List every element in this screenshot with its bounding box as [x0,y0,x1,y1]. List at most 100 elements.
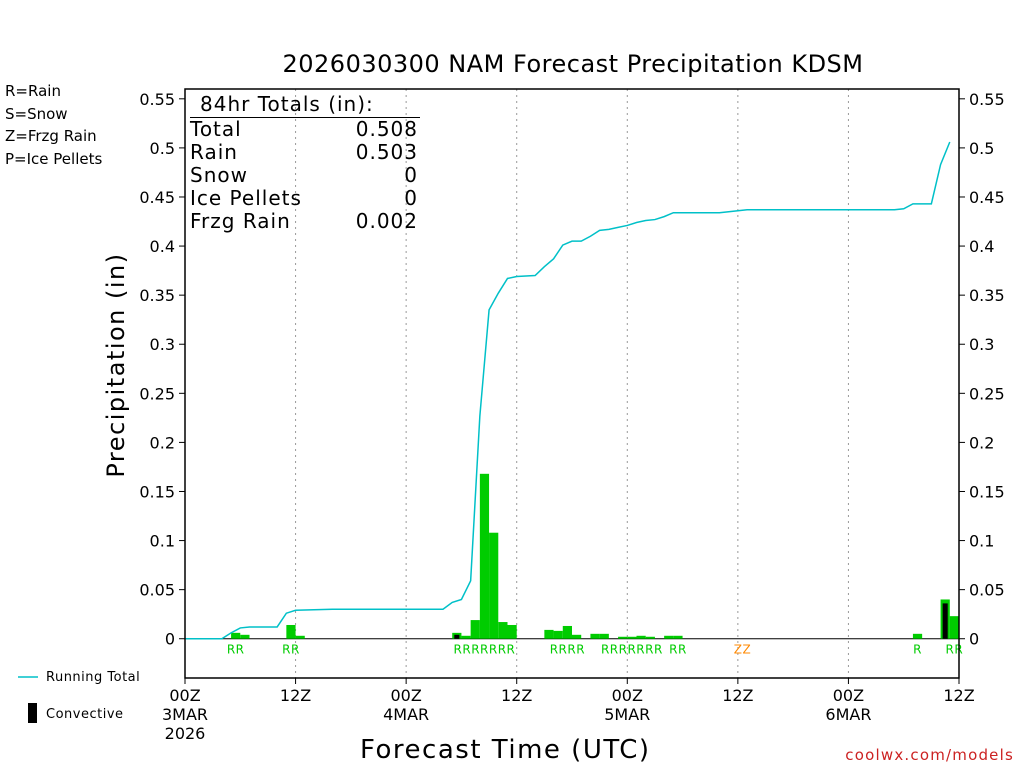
x-tick-label: 00Z [390,686,421,705]
precip-bar [599,633,609,639]
y-tick-label: 0.35 [139,286,175,305]
totals-row-total: Total 0.508 [190,118,418,141]
precip-bar [231,632,241,639]
precip-bar [544,629,554,639]
y-tick-label: 0.4 [150,237,175,256]
totals-box: 84hr Totals (in): Total 0.508 Rain 0.503 S… [190,92,422,233]
x-date-label: 5MAR [604,705,650,724]
precip-bar [479,473,490,639]
legend-convective-label: Convective [46,707,124,722]
y-tick-label: 0.15 [969,482,1005,501]
y-tick-label: 0.1 [969,532,994,551]
y-tick-label: 0.55 [139,90,175,109]
totals-row-frzg-rain: Frzg Rain 0.002 [190,210,418,233]
precip-bar [498,622,508,639]
running-total-line [185,141,951,640]
precip-bar [489,532,499,639]
y-tick-label: 0.3 [150,335,175,354]
y-tick-label: 0.3 [969,335,994,354]
totals-value: 0 [404,186,418,210]
precip-bar [295,635,305,639]
y-tick-label: 0.4 [969,237,994,256]
precip-bar [636,635,646,639]
x-date-label: 6MAR [825,705,871,724]
precip-bar [673,635,683,639]
precip-bar [949,616,959,639]
precip-bar [912,633,923,639]
y-tick-label: 0.15 [139,482,175,501]
x-tick-label: 00Z [612,686,643,705]
precip-bar [470,620,480,639]
precip-type-marker: RR [946,643,964,657]
totals-title: 84hr Totals (in): [190,92,420,118]
convective-bar [454,634,460,639]
x-tick-label: 12Z [280,686,311,705]
precip-type-marker: ZZ [734,643,751,657]
totals-label: Snow [190,163,248,187]
precip-bar [645,636,655,639]
totals-label: Total [190,117,242,141]
precip-bar [590,633,600,639]
legend-convective-swatch [28,703,37,723]
totals-value: 0.503 [355,140,418,164]
precip-bar [461,635,471,639]
y-tick-label: 0.2 [969,433,994,452]
precip-bar [286,624,296,639]
x-axis-label: Forecast Time (UTC) [360,735,651,765]
totals-label: Frzg Rain [190,209,291,233]
precip-type-marker: RR [669,643,687,657]
totals-value: 0 [404,163,418,187]
y-tick-label: 0.2 [150,433,175,452]
credit-link[interactable]: coolwx.com/models [845,746,1014,764]
precip-type-marker: RR [227,643,245,657]
y-tick-label: 0.45 [969,188,1005,207]
x-tick-label: 12Z [943,686,974,705]
x-tick-label: 12Z [501,686,532,705]
y-tick-label: 0 [165,630,175,649]
y-tick-label: 0.55 [969,90,1005,109]
convective-bar [942,603,948,639]
legend-running-total-label: Running Total [46,670,141,685]
y-tick-label: 0.5 [969,139,994,158]
totals-value: 0.508 [355,117,418,141]
totals-row-rain: Rain 0.503 [190,141,418,164]
precip-bar [618,636,628,639]
y-tick-label: 0 [969,630,979,649]
y-tick-label: 0.1 [150,532,175,551]
legend-frzg-rain: Z=Frzg Rain [5,127,97,145]
x-date-label: 3MAR [162,705,208,724]
x-date-label: 4MAR [383,705,429,724]
x-tick-label: 00Z [833,686,864,705]
precip-bar [562,625,572,639]
precip-bar [664,635,674,639]
y-tick-label: 0.05 [139,581,175,600]
chart-title: 2026030300 NAM Forecast Precipitation KD… [282,50,864,78]
precip-type-marker: RRRRRRR [601,643,663,657]
precip-bar [240,634,250,639]
plot-frame [184,88,960,679]
totals-label: Ice Pellets [190,186,302,210]
y-tick-label: 0.5 [150,139,175,158]
y-tick-label: 0.45 [139,188,175,207]
y-tick-label: 0.25 [969,384,1005,403]
precip-bar [627,636,637,639]
precip-bar [507,624,517,639]
x-year-label: 2026 [165,724,206,743]
y-tick-label: 0.25 [139,384,175,403]
legend-rain: R=Rain [5,82,61,100]
precip-type-marker: RR [282,643,300,657]
precip-type-marker: R [913,643,922,657]
legend-ice-pellets: P=Ice Pellets [5,150,103,168]
x-tick-label: 00Z [169,686,200,705]
legend-snow: S=Snow [5,105,68,123]
precip-type-marker: RRRR [550,643,585,657]
x-tick-label: 12Z [722,686,753,705]
totals-value: 0.002 [355,209,418,233]
precip-type-marker: RRRRRRR [454,643,516,657]
y-tick-label: 0.05 [969,581,1005,600]
precip-bar [553,630,563,639]
y-axis-label: Precipitation (in) [102,252,130,478]
totals-row-snow: Snow 0 [190,164,418,187]
precip-bar [572,634,582,639]
